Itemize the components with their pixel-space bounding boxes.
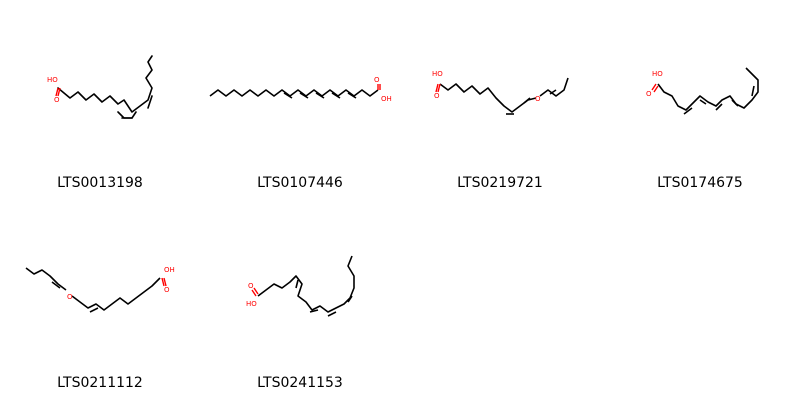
molecule-cell-3: HO O O LTS0219721 — [400, 0, 600, 200]
molecule-id-5: LTS0211112 — [57, 375, 143, 391]
molecule-cell-4: HO O LTS0174675 — [600, 0, 800, 200]
structure-drawing-3: HO O O — [432, 70, 569, 115]
structure-drawing-4: HO O — [646, 67, 759, 115]
acid-hydroxyl-label-3: HO — [432, 70, 443, 78]
acid-hydroxyl-label-6: HO — [246, 300, 257, 308]
molecule-id-2: LTS0107446 — [257, 175, 343, 191]
carbonyl-oxygen-label-4: O — [646, 90, 652, 98]
molecule-id-6: LTS0241153 — [257, 375, 343, 391]
molecule-id-3: LTS0219721 — [457, 175, 543, 191]
molecule-id-1: LTS0013198 — [57, 175, 143, 191]
acid-hydroxyl-label-2: OH — [381, 95, 392, 103]
structure-drawing-5: OH O O — [25, 266, 175, 313]
structure-drawing-2: O OH — [209, 76, 392, 103]
carbonyl-oxygen-label-6: O — [248, 282, 254, 290]
ether-oxygen-label-3: O — [535, 95, 541, 103]
molecule-cell-6: HO O LTS0241153 — [200, 200, 400, 400]
molecule-cell-1: HO O LTS0013198 — [0, 0, 200, 200]
acid-hydroxyl-label-5: OH — [164, 266, 175, 274]
carbonyl-oxygen-label-2: O — [374, 76, 380, 84]
molecule-cell-5: OH O O LTS0211112 — [0, 200, 200, 400]
carbonyl-oxygen-label-5: O — [164, 286, 170, 294]
structure-drawing-1: HO O — [47, 55, 153, 119]
acid-hydroxyl-label-1: HO — [47, 76, 58, 84]
molecule-cell-2: O OH LTS0107446 — [200, 0, 400, 200]
molecule-id-4: LTS0174675 — [657, 175, 743, 191]
acid-hydroxyl-label-4: HO — [652, 70, 663, 78]
structure-drawing-6: HO O — [246, 255, 355, 317]
carbonyl-oxygen-label-3: O — [434, 92, 440, 100]
carbonyl-oxygen-label-1: O — [54, 96, 60, 104]
ether-oxygen-label-5: O — [67, 293, 73, 301]
